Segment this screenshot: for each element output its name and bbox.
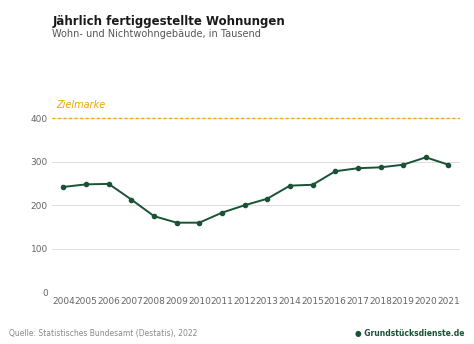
Text: Wohn- und Nichtwohngebäude, in Tausend: Wohn- und Nichtwohngebäude, in Tausend [52,29,261,39]
Text: Jährlich fertiggestellte Wohnungen: Jährlich fertiggestellte Wohnungen [52,15,285,29]
Text: Quelle: Statistisches Bundesamt (Destatis), 2022: Quelle: Statistisches Bundesamt (Destati… [9,329,198,338]
Text: ● Grundstücksdienste.de: ● Grundstücksdienste.de [355,329,465,338]
Text: Zielmarke: Zielmarke [57,100,106,110]
